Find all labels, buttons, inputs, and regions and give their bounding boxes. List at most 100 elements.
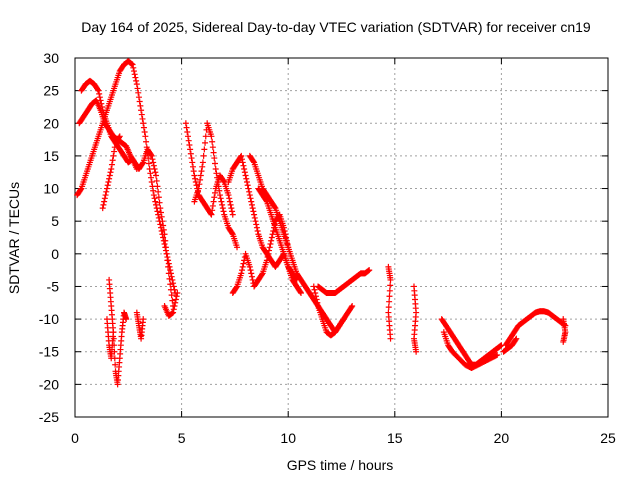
data-point [148, 152, 155, 159]
data-point [196, 181, 203, 188]
data-point [494, 351, 501, 358]
series-V [500, 335, 520, 355]
data-point [100, 201, 107, 208]
data-point [109, 157, 116, 164]
data-point [157, 209, 164, 216]
data-point [137, 102, 144, 109]
data-point [271, 204, 278, 211]
series-J [191, 120, 241, 251]
data-point [110, 152, 117, 159]
data-point [130, 68, 137, 75]
data-point [157, 221, 164, 228]
data-point [239, 156, 246, 163]
data-point [192, 179, 199, 186]
data-point [98, 100, 105, 107]
data-point [239, 159, 246, 166]
y-tick-label: -20 [39, 376, 59, 392]
data-point [138, 107, 145, 114]
series-Q [385, 263, 394, 342]
data-point [197, 172, 204, 179]
data-point [143, 138, 150, 145]
data-point [136, 98, 143, 105]
data-point [312, 289, 319, 296]
data-point [101, 195, 108, 202]
data-point [151, 165, 158, 172]
x-tick-label: 5 [178, 430, 186, 446]
data-point [139, 160, 146, 167]
series-G [133, 309, 147, 342]
data-point [167, 281, 174, 288]
series-T [440, 329, 501, 372]
y-tick-label: -10 [39, 311, 59, 327]
data-point [202, 139, 209, 146]
data-point [160, 234, 167, 241]
data-point [174, 289, 181, 296]
data-point [387, 276, 394, 283]
data-point [172, 296, 179, 303]
y-axis-label: SDTVAR / TECUs [6, 182, 22, 294]
data-point [252, 218, 259, 225]
data-point [101, 198, 108, 205]
data-point [227, 201, 234, 208]
data-point [150, 187, 157, 194]
grid-lines [75, 58, 608, 417]
data-point [199, 163, 206, 170]
data-point [150, 192, 157, 199]
data-point [211, 194, 218, 201]
data-point [171, 303, 178, 310]
data-point [160, 222, 167, 229]
data-point [189, 159, 196, 166]
data-point [246, 188, 253, 195]
data-point [169, 276, 176, 283]
data-point [512, 336, 519, 343]
data-point [130, 64, 137, 71]
data-point [218, 198, 225, 205]
axis-ticks [74, 57, 609, 418]
data-point [247, 195, 254, 202]
data-point [140, 120, 147, 127]
data-point [216, 187, 223, 194]
data-point [246, 263, 253, 270]
data-point [148, 151, 155, 158]
data-point [162, 237, 169, 244]
series-S [438, 316, 505, 368]
data-point [293, 276, 300, 283]
data-point [103, 185, 110, 192]
data-point [187, 146, 194, 153]
y-tick-label: -15 [39, 344, 59, 360]
y-tick-label: 15 [43, 148, 59, 164]
data-point [241, 165, 248, 172]
data-point [161, 241, 168, 248]
data-point [165, 260, 172, 267]
data-point [157, 205, 164, 212]
data-point [170, 306, 177, 313]
data-point [112, 361, 119, 368]
data-point [162, 244, 169, 251]
data-point [297, 288, 304, 295]
data-point [263, 257, 270, 264]
data-point [166, 275, 173, 282]
data-point [123, 316, 130, 323]
plot-frame [74, 57, 609, 418]
data-points [74, 58, 569, 388]
data-point [263, 197, 270, 204]
series-P [315, 267, 373, 296]
data-point [243, 179, 250, 186]
data-point [147, 170, 154, 177]
series-I [182, 120, 236, 218]
data-point [387, 335, 394, 342]
data-point [184, 128, 191, 135]
data-point [99, 205, 106, 212]
data-point [202, 133, 209, 140]
x-tick-label: 25 [600, 430, 616, 446]
data-point [226, 198, 233, 205]
data-point [386, 287, 393, 294]
data-point [155, 214, 162, 221]
x-tick-label: 15 [387, 430, 403, 446]
data-point [108, 165, 115, 172]
data-point [193, 182, 200, 189]
data-point [159, 218, 166, 225]
x-tick-label: 20 [494, 430, 510, 446]
data-point [184, 133, 191, 140]
data-point [211, 155, 218, 162]
